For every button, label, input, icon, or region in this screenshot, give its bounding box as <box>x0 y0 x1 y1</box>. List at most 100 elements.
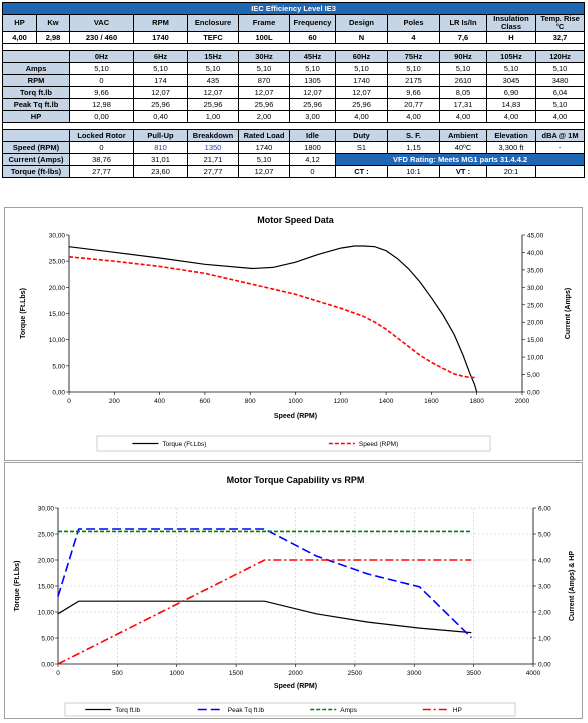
perf-cell: 27,77 <box>69 165 134 178</box>
freq-cell: 12,07 <box>187 86 239 99</box>
spec-header: Temp. Rise °C <box>534 14 586 32</box>
freq-cell: 435 <box>187 74 239 87</box>
spacer <box>1 122 586 130</box>
motor-speed-chart: Motor Speed Data 0,00 5,00 10,00 15,00 20,00 2… <box>20 215 572 452</box>
freq-cell: 25,96 <box>289 98 336 111</box>
y2-tick-label: 25,00 <box>527 302 544 309</box>
x-tick-label: 2500 <box>348 670 363 677</box>
perf-row: Torque (ft-lbs) 27,77 23,60 27,77 12,07 0 CT :… <box>2 165 586 178</box>
legend-label: Torq ft.lb <box>115 707 140 714</box>
spec-header: Frequency <box>289 14 336 32</box>
y2-tick-label: 0,00 <box>527 390 540 397</box>
freq-cell: 9,66 <box>387 86 440 99</box>
freq-cell: 0 <box>69 74 134 87</box>
freq-column-header: 90Hz <box>439 50 487 63</box>
perf-cell: 4,12 <box>289 153 336 166</box>
perf-extra-header: Duty <box>335 129 388 142</box>
x-tick-label: 1800 <box>469 398 484 405</box>
spec-value: 60 <box>289 31 336 44</box>
freq-cell: 12,07 <box>335 86 388 99</box>
x-axis-label: Speed (RPM) <box>274 683 317 690</box>
freq-cell: 25,96 <box>335 98 388 111</box>
freq-cell: 17,31 <box>439 98 487 111</box>
perf-cell: 1350 <box>187 141 239 154</box>
spec-header: Kw <box>36 14 70 32</box>
x-tick-label: 4000 <box>526 670 541 677</box>
y2-tick-label: 30,00 <box>527 285 544 292</box>
legend-label: Torque (Ft.Lbs) <box>162 441 206 448</box>
freq-cell: 8,05 <box>439 86 487 99</box>
spec-value: 100L <box>238 31 290 44</box>
perf-column-header: Locked Rotor <box>69 129 134 142</box>
freq-cell: 2,00 <box>238 110 290 123</box>
series-line-speed-rpm <box>68 256 477 379</box>
freq-cell: 5,10 <box>289 62 336 75</box>
freq-header-row: 0Hz 6Hz 15Hz 30Hz 45Hz 60Hz 75Hz 90Hz 105Hz 120Hz <box>2 50 586 63</box>
freq-cell: 2610 <box>439 74 487 87</box>
spec-value: TEFC <box>187 31 239 44</box>
freq-row: Torq ft.lb 9,66 12,07 12,07 12,07 12,07 12,07 9… <box>2 86 586 99</box>
x-tick-label: 500 <box>112 670 123 677</box>
perf-extra-value: S1 <box>335 141 388 154</box>
series-line-torque-ft-lbs <box>68 245 478 393</box>
y-tick-label: 5,00 <box>52 363 65 370</box>
freq-column-header: 120Hz <box>534 50 586 63</box>
blank-cell <box>534 165 586 178</box>
y2-tick-label: 15,00 <box>527 337 544 344</box>
legend-box <box>64 702 516 717</box>
spacer-row <box>1 43 586 51</box>
x-tick-label: 200 <box>109 398 120 405</box>
freq-column-header: 105Hz <box>486 50 536 63</box>
freq-cell: 6,04 <box>534 86 586 99</box>
spec-header: Poles <box>387 14 440 32</box>
freq-cell: 5,10 <box>187 62 239 75</box>
spec-header: RPM <box>133 14 188 32</box>
y-tick-label: 0,00 <box>52 390 65 397</box>
perf-extra-header: S. F. <box>387 129 440 142</box>
freq-cell: 3045 <box>486 74 536 87</box>
legend-label: Amps <box>340 707 357 714</box>
freq-column-header: 30Hz <box>238 50 290 63</box>
freq-cell: 5,10 <box>486 62 536 75</box>
spec-value: 230 / 460 <box>69 31 134 44</box>
freq-cell: 0,40 <box>133 110 188 123</box>
y2-tick-label: 35,00 <box>527 267 544 274</box>
spec-header: HP <box>2 14 37 32</box>
corner-cell <box>2 50 70 63</box>
corner-cell <box>2 129 70 142</box>
freq-row-label: Torq ft.lb <box>2 86 70 99</box>
y2-axis-label: Current (Amps) <box>565 288 572 339</box>
y2-tick-label: 45,00 <box>527 233 544 240</box>
perf-cell: 0 <box>289 165 336 178</box>
legend-label: Peak Tq ft.lb <box>228 707 265 714</box>
y-tick-label: 25,00 <box>38 532 55 539</box>
freq-cell: 25,96 <box>238 98 290 111</box>
y-tick-label: 20,00 <box>38 558 55 565</box>
vt-label: VT : <box>439 165 487 178</box>
perf-header-row: Locked Rotor Pull-Up Breakdown Rated Load Id… <box>2 129 586 142</box>
y2-tick-label: 20,00 <box>527 320 544 327</box>
y-tick-label: 10,00 <box>38 610 55 617</box>
perf-cell: 12,07 <box>238 165 290 178</box>
freq-cell: 870 <box>238 74 290 87</box>
y2-tick-label: 5,00 <box>538 532 551 539</box>
vfd-rating: VFD Rating: Meets MG1 parts 31.4.4.2 <box>334 153 586 166</box>
freq-cell: 5,10 <box>534 98 586 111</box>
freq-row: Peak Tq ft.lb 12,98 25,96 25,96 25,96 25,96 25… <box>2 98 586 111</box>
freq-cell: 5,10 <box>238 62 290 75</box>
x-tick-label: 2000 <box>288 670 303 677</box>
perf-cell: 1740 <box>238 141 290 154</box>
spec-value: H <box>486 31 536 44</box>
freq-cell: 12,07 <box>133 86 188 99</box>
x-tick-label: 3500 <box>466 670 481 677</box>
perf-row-label: Torque (ft-lbs) <box>2 165 70 178</box>
freq-cell: 20,77 <box>387 98 440 111</box>
torque-capability-chart: Motor Torque Capability vs RPM 0,00 5,00 10… <box>14 475 576 717</box>
freq-cell: 4,00 <box>486 110 536 123</box>
perf-extra-value: 40ºC <box>439 141 487 154</box>
perf-row-label: Speed (RPM) <box>2 141 70 154</box>
y-tick-label: 15,00 <box>49 311 66 318</box>
freq-cell: 25,96 <box>187 98 239 111</box>
freq-row: Amps 5,10 5,10 5,10 5,10 5,10 5,10 5,10 5,10 5,10… <box>2 62 586 75</box>
freq-cell: 12,98 <box>69 98 134 111</box>
